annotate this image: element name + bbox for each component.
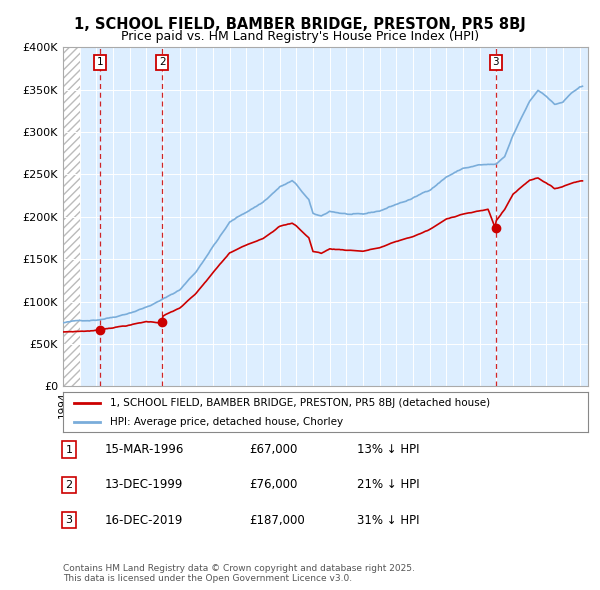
- Text: 15-MAR-1996: 15-MAR-1996: [105, 443, 184, 456]
- Text: 2: 2: [65, 480, 73, 490]
- Text: 1, SCHOOL FIELD, BAMBER BRIDGE, PRESTON, PR5 8BJ: 1, SCHOOL FIELD, BAMBER BRIDGE, PRESTON,…: [74, 17, 526, 32]
- Text: 16-DEC-2019: 16-DEC-2019: [105, 514, 184, 527]
- Text: 1: 1: [97, 57, 103, 67]
- Text: HPI: Average price, detached house, Chorley: HPI: Average price, detached house, Chor…: [110, 417, 343, 427]
- Text: 3: 3: [65, 516, 73, 525]
- Text: 31% ↓ HPI: 31% ↓ HPI: [357, 514, 419, 527]
- Text: 3: 3: [493, 57, 499, 67]
- Text: 2: 2: [159, 57, 166, 67]
- Text: 1: 1: [65, 445, 73, 454]
- Text: 21% ↓ HPI: 21% ↓ HPI: [357, 478, 419, 491]
- Bar: [63, 47, 80, 386]
- Text: Price paid vs. HM Land Registry's House Price Index (HPI): Price paid vs. HM Land Registry's House …: [121, 30, 479, 43]
- Text: £67,000: £67,000: [249, 443, 298, 456]
- Text: £76,000: £76,000: [249, 478, 298, 491]
- Text: 1, SCHOOL FIELD, BAMBER BRIDGE, PRESTON, PR5 8BJ (detached house): 1, SCHOOL FIELD, BAMBER BRIDGE, PRESTON,…: [110, 398, 490, 408]
- Text: 13% ↓ HPI: 13% ↓ HPI: [357, 443, 419, 456]
- Text: £187,000: £187,000: [249, 514, 305, 527]
- Text: 13-DEC-1999: 13-DEC-1999: [105, 478, 184, 491]
- Text: Contains HM Land Registry data © Crown copyright and database right 2025.
This d: Contains HM Land Registry data © Crown c…: [63, 563, 415, 583]
